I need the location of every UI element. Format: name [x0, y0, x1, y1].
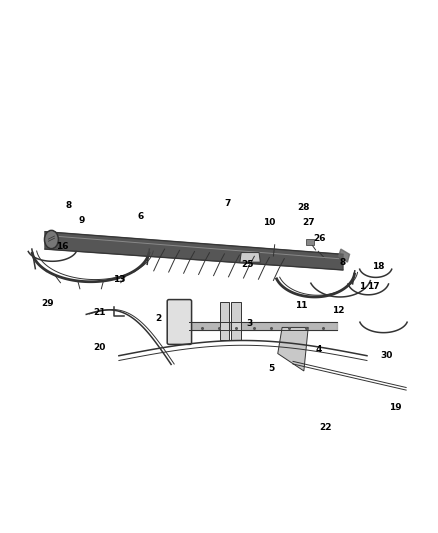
Text: 25: 25: [241, 260, 254, 269]
Text: 1: 1: [360, 281, 366, 290]
Text: 2: 2: [155, 314, 161, 323]
Text: 17: 17: [367, 281, 380, 290]
Text: 18: 18: [371, 262, 384, 271]
Text: 8: 8: [66, 201, 72, 210]
Bar: [306, 239, 314, 245]
Text: 7: 7: [225, 199, 231, 208]
Polygon shape: [278, 327, 308, 371]
Text: 12: 12: [332, 305, 345, 314]
Text: 4: 4: [316, 345, 322, 354]
Text: 5: 5: [268, 364, 274, 373]
Text: 22: 22: [319, 423, 332, 432]
Text: 8: 8: [340, 257, 346, 266]
Text: 6: 6: [138, 212, 144, 221]
Text: 20: 20: [93, 343, 106, 352]
Bar: [220, 302, 230, 341]
FancyBboxPatch shape: [167, 300, 191, 344]
Polygon shape: [339, 249, 350, 262]
Text: 10: 10: [263, 219, 275, 228]
Bar: [231, 302, 241, 341]
Text: 28: 28: [297, 203, 310, 212]
Text: 3: 3: [246, 319, 253, 328]
Polygon shape: [240, 253, 260, 262]
Text: 21: 21: [93, 308, 106, 317]
Ellipse shape: [45, 230, 58, 249]
Text: 13: 13: [113, 275, 125, 284]
Text: 19: 19: [389, 403, 402, 413]
Text: 29: 29: [41, 299, 53, 308]
Text: 30: 30: [380, 351, 393, 360]
Text: 16: 16: [56, 243, 69, 252]
Text: 27: 27: [302, 219, 314, 228]
Text: 9: 9: [79, 216, 85, 225]
Polygon shape: [45, 232, 343, 270]
Text: 26: 26: [313, 233, 325, 243]
Text: 11: 11: [296, 301, 308, 310]
